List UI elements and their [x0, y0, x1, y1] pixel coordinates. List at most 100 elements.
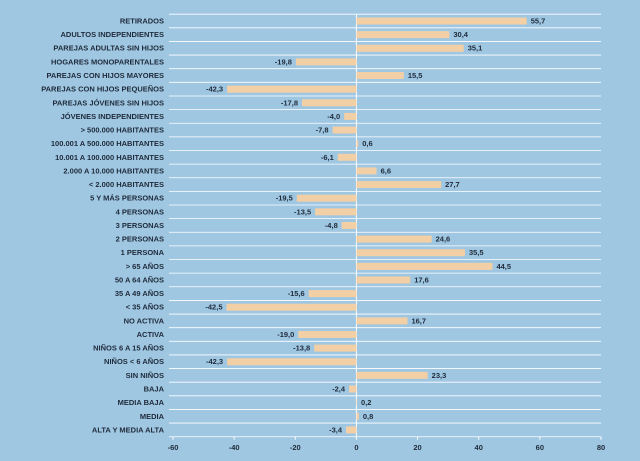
category-label: NIÑOS 6 A 15 AÑOS: [93, 344, 164, 353]
x-tick-label: 20: [413, 443, 421, 452]
category-label: 2 PERSONAS: [116, 235, 164, 244]
category-label: ACTIVA: [137, 330, 165, 339]
bar: [356, 276, 411, 284]
value-label: 55,7: [531, 16, 546, 25]
value-label: -17,8: [281, 98, 298, 107]
value-label: 35,5: [469, 248, 484, 257]
value-label: -13,8: [293, 344, 310, 353]
bar: [356, 317, 408, 325]
value-label: 30,4: [453, 30, 468, 39]
category-label: MEDIA BAJA: [118, 398, 165, 407]
value-label: -19,5: [276, 194, 293, 203]
category-label: 35 A 49 AÑOS: [115, 289, 164, 298]
bar: [302, 99, 357, 107]
category-label: > 500.000 HABITANTES: [81, 126, 164, 135]
bar: [356, 17, 527, 25]
bar: [337, 153, 357, 161]
category-label: 100.001 A 500.000 HABITANTES: [51, 139, 164, 148]
x-tick-label: -20: [290, 443, 301, 452]
bar: [356, 262, 493, 270]
category-label: PAREJAS JÓVENES SIN HIJOS: [52, 98, 164, 107]
x-tick-label: 80: [597, 443, 605, 452]
bar: [332, 126, 357, 134]
category-label: 2.000 A 10.000 HABITANTES: [63, 166, 164, 175]
category-label: PAREJAS ADULTAS SIN HIJOS: [53, 44, 164, 53]
x-tick-label: 40: [475, 443, 483, 452]
bar: [315, 208, 357, 216]
bar: [346, 426, 357, 434]
value-label: -6,1: [321, 153, 334, 162]
bar: [308, 290, 357, 298]
bar: [314, 344, 357, 352]
category-label: ALTA Y MEDIA ALTA: [92, 425, 165, 434]
category-label: SIN NIÑOS: [126, 371, 164, 380]
bar: [226, 303, 357, 311]
value-label: -19,0: [277, 330, 294, 339]
category-label: ADULTOS INDEPENDIENTES: [61, 30, 164, 39]
category-label: 3 PERSONAS: [116, 221, 164, 230]
bar: [349, 385, 357, 393]
bar: [356, 72, 404, 80]
category-label: 1 PERSONA: [121, 248, 165, 257]
bar: [356, 44, 464, 52]
value-label: 16,7: [411, 316, 426, 325]
value-label: -42,5: [205, 303, 222, 312]
bar: [227, 85, 357, 93]
category-label: NIÑOS < 6 AÑOS: [104, 357, 164, 366]
value-label: -4,8: [325, 221, 338, 230]
value-label: -2,4: [332, 384, 346, 393]
value-label: 0,8: [363, 412, 373, 421]
bar: [356, 167, 377, 175]
bar: [227, 358, 357, 366]
x-tick-label: -60: [168, 443, 179, 452]
value-label: 0,2: [361, 398, 371, 407]
category-label: PAREJAS CON HIJOS PEQUEÑOS: [41, 85, 164, 94]
value-label: -7,8: [316, 126, 329, 135]
bar: [356, 371, 428, 379]
category-label: RETIRADOS: [120, 16, 164, 25]
value-label: 15,5: [408, 71, 423, 80]
bar: [341, 221, 357, 229]
category-label: BAJA: [144, 384, 165, 393]
value-label: -13,5: [294, 207, 311, 216]
bar: [295, 58, 357, 66]
value-label: -42,3: [206, 357, 223, 366]
category-label: NO ACTIVA: [124, 316, 165, 325]
value-label: -42,3: [206, 85, 223, 94]
bar: [356, 181, 442, 189]
category-label: < 35 AÑOS: [126, 303, 164, 312]
category-label: < 2.000 HABITANTES: [89, 180, 164, 189]
category-label: 4 PERSONAS: [116, 207, 164, 216]
value-label: 0,6: [362, 139, 372, 148]
category-label: HOGARES MONOPARENTALES: [51, 57, 164, 66]
value-label: 35,1: [468, 44, 483, 53]
value-label: 23,3: [432, 371, 447, 380]
bar: [296, 194, 357, 202]
value-label: 27,7: [445, 180, 460, 189]
bar: [356, 399, 358, 407]
value-label: -15,6: [288, 289, 305, 298]
category-label: 50 A 64 AÑOS: [115, 275, 164, 284]
category-label: > 65 AÑOS: [126, 262, 164, 271]
bar: [344, 112, 357, 120]
bar: [356, 140, 359, 148]
bar: [356, 249, 465, 257]
value-label: -4,0: [327, 112, 340, 121]
bar: [298, 330, 357, 338]
category-label: 10.001 A 100.000 HABITANTES: [55, 153, 164, 162]
category-label: JÓVENES INDEPENDIENTES: [61, 112, 164, 121]
value-label: -19,8: [275, 57, 292, 66]
category-label: MEDIA: [140, 412, 165, 421]
bar: [356, 235, 432, 243]
x-tick-label: 60: [536, 443, 544, 452]
category-label: 5 Y MÁS PERSONAS: [90, 194, 164, 203]
value-label: 6,6: [381, 166, 391, 175]
bar: [356, 31, 450, 39]
value-label: -3,4: [329, 425, 343, 434]
bar: [356, 412, 359, 420]
x-tick-label: -40: [229, 443, 240, 452]
value-label: 44,5: [496, 262, 511, 271]
category-label: PAREJAS CON HIJOS MAYORES: [46, 71, 164, 80]
